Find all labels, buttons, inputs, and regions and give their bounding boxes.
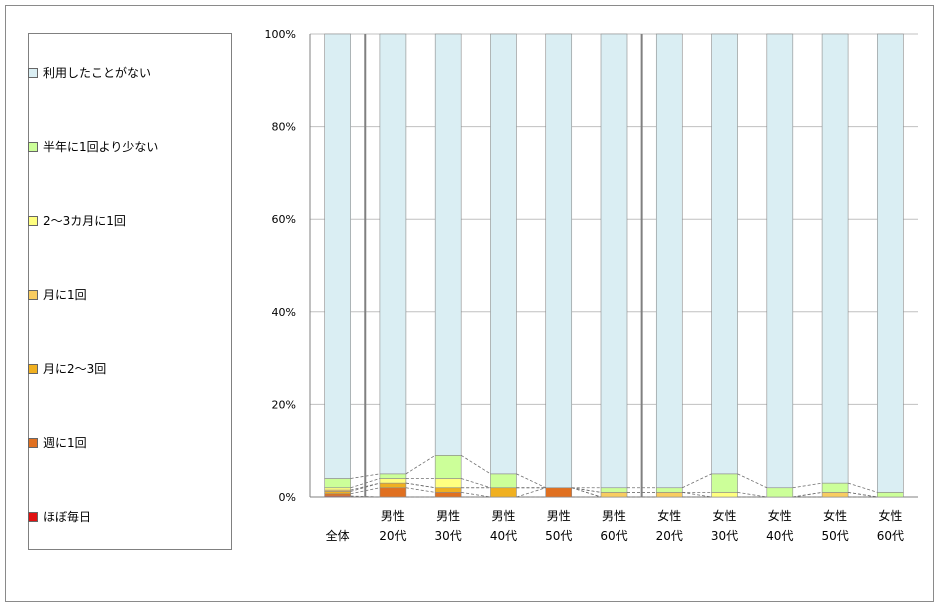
series-connector [461,478,491,489]
bar-segment [434,492,462,498]
x-tick-label: 男性 [602,509,626,523]
x-tick-sublabel: 30代 [711,529,738,543]
bar-segment [655,33,683,489]
legend-swatch [28,437,38,448]
y-tick-label: 0% [279,491,296,504]
series-connector [682,473,712,489]
legend-entry: 月に2〜3回 [28,360,106,377]
chart-frame [5,5,934,602]
series-connector [516,473,546,489]
bar-segment [600,487,628,493]
x-tick-label: 男性 [381,509,405,523]
series-connector [737,473,767,489]
series-connector [516,487,546,498]
legend-entry: 2〜3カ月に1回 [28,212,126,229]
y-tick-label: 20% [272,398,296,411]
bar-segment [821,33,849,484]
x-tick-label: 女性 [657,508,681,523]
bar-segment [877,33,904,493]
bar-segment [324,478,351,489]
bar-segment [490,33,517,475]
x-tick-sublabel: 60代 [877,529,904,543]
x-tick-sublabel: 50代 [545,529,572,543]
legend-entry: 月に1回 [28,286,87,303]
bar-segment [324,493,351,497]
legend-swatch [28,363,38,374]
bar-segment [766,33,794,489]
x-tick-label: 男性 [436,509,460,523]
bar-segment [379,33,407,475]
x-tick-sublabel: 30代 [435,529,462,543]
legend-swatch [28,67,38,78]
bar-segment [434,487,462,493]
legend-label: 月に2〜3回 [43,362,107,376]
bar-segment [324,33,351,479]
x-tick-sublabel: 40代 [766,529,793,543]
x-tick-label: 全体 [326,528,350,543]
bar-segment [711,473,738,493]
series-connector [847,482,878,493]
bar-segment [434,478,462,489]
x-tick-sublabel: 20代 [379,529,406,543]
bar-segment [877,492,904,498]
series-connector [571,487,602,498]
legend-entry: 利用したことがない [28,64,151,81]
x-tick-label: 男性 [547,509,571,523]
bar-segment [711,492,738,498]
legend-swatch [28,511,38,522]
x-tick-label: 女性 [878,508,902,523]
bar-segment [821,492,849,498]
bar-segment [379,478,407,484]
y-tick-label: 40% [272,306,296,319]
legend-label: 半年に1回より少ない [43,140,159,154]
bar-segment [766,487,794,498]
legend-label: 週に1回 [43,436,87,450]
bar-segment [545,33,573,489]
bar-segment [600,33,628,489]
bar-segment [711,33,738,475]
bar-segment [324,491,351,495]
bar-segment [324,487,351,491]
legend-label: 月に1回 [43,288,87,302]
bar-segment [821,482,849,493]
y-tick-label: 100% [265,28,296,41]
legend-entry: 半年に1回より少ない [28,138,158,155]
bar-segment [379,487,407,498]
x-tick-label: 女性 [768,508,792,523]
legend-label: 2〜3カ月に1回 [43,214,126,228]
x-tick-label: 男性 [491,509,515,523]
x-tick-sublabel: 20代 [656,529,683,543]
x-tick-sublabel: 40代 [490,529,517,543]
legend-entry: 週に1回 [28,434,87,451]
x-tick-label: 女性 [823,508,847,523]
bar-segment [434,455,462,479]
x-tick-label: 女性 [713,508,737,523]
legend-label: ほぼ毎日 [43,510,92,524]
legend-swatch [28,289,38,300]
bar-segment [434,33,462,456]
bar-segment [379,473,407,479]
legend [28,33,232,550]
x-tick-sublabel: 50代 [821,529,848,543]
bar-segment [379,482,407,489]
bar-segment [490,473,517,489]
x-tick-sublabel: 60代 [600,529,627,543]
bar-segment [545,487,573,498]
bar-segment [600,492,628,498]
legend-label: 利用したことがない [43,66,152,80]
series-connector [405,454,436,475]
series-connector [460,454,491,475]
bar-segment [655,487,683,493]
y-tick-label: 80% [272,121,296,134]
bar-segment [655,492,683,498]
y-tick-label: 60% [272,213,296,226]
legend-swatch [28,215,38,226]
legend-swatch [28,141,38,152]
bar-segment [490,487,517,498]
legend-entry: ほぼ毎日 [28,508,91,525]
